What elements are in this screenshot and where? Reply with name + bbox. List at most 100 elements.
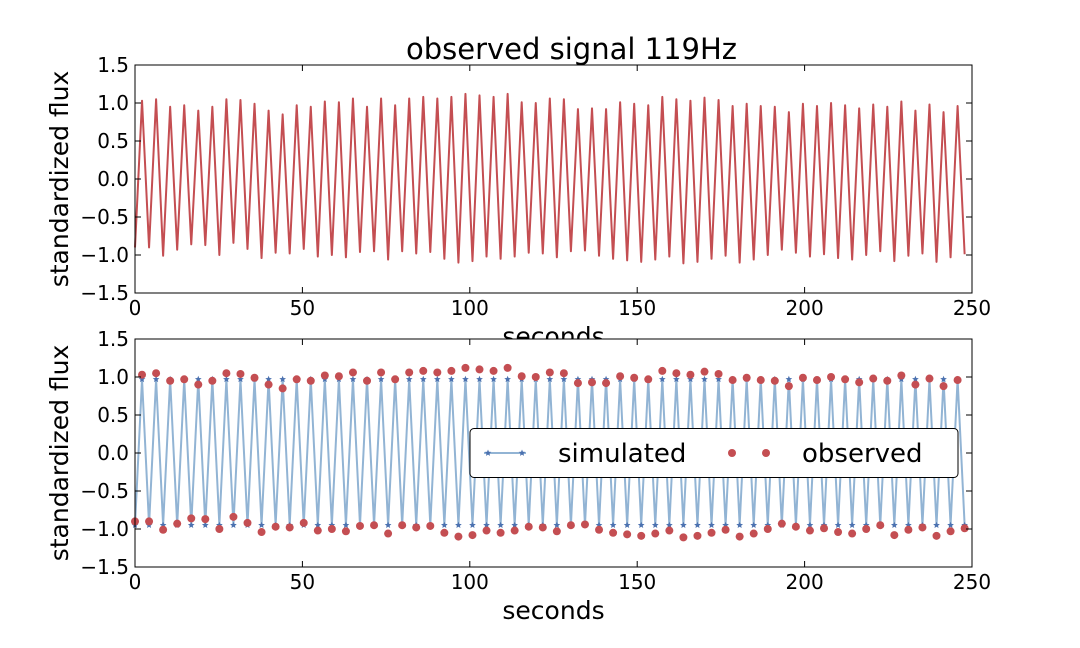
point — [370, 521, 379, 530]
point — [687, 375, 694, 383]
point — [553, 521, 561, 529]
point — [237, 375, 244, 383]
point — [441, 521, 448, 529]
point — [496, 528, 505, 537]
point — [194, 380, 203, 389]
point — [531, 373, 540, 381]
point — [708, 521, 715, 529]
point — [805, 526, 814, 535]
point — [524, 522, 533, 531]
y-tick-label: 1.0 — [97, 365, 129, 389]
point — [694, 521, 701, 529]
x-tick-label: 50 — [290, 296, 315, 320]
y-tick-label: −1.0 — [80, 243, 129, 267]
point — [812, 376, 821, 385]
point — [138, 370, 147, 379]
point — [285, 523, 294, 532]
point — [735, 532, 744, 541]
point — [686, 370, 695, 379]
point — [855, 378, 864, 387]
point — [159, 525, 168, 534]
point — [384, 529, 393, 538]
legend-box — [469, 428, 959, 478]
point — [651, 529, 660, 538]
point — [820, 524, 829, 533]
point — [700, 367, 709, 376]
point — [848, 529, 857, 538]
point — [483, 521, 490, 529]
point — [904, 525, 913, 534]
x-tick-label: 250 — [953, 296, 991, 320]
axes: −1.5−1.0−0.50.00.51.01.50 50 100 150 200 250s… — [45, 32, 991, 351]
point — [510, 526, 519, 535]
point — [784, 382, 793, 391]
point — [876, 521, 885, 530]
point — [933, 521, 940, 529]
point — [504, 375, 511, 383]
point — [187, 521, 195, 529]
point — [679, 533, 688, 542]
point — [637, 521, 645, 529]
point — [785, 375, 793, 383]
point — [152, 369, 161, 378]
point — [180, 375, 189, 384]
point — [602, 379, 611, 388]
point — [580, 520, 589, 529]
point — [264, 380, 273, 389]
point — [475, 365, 484, 374]
point — [609, 528, 618, 537]
point — [223, 375, 230, 383]
point — [566, 521, 575, 530]
point — [341, 527, 350, 536]
point — [911, 380, 920, 389]
point — [497, 521, 504, 529]
point — [250, 373, 259, 382]
point — [405, 375, 413, 383]
point — [834, 528, 843, 537]
y-tick-label: 0.5 — [97, 403, 129, 427]
point — [265, 375, 272, 383]
y-tick-label: −1.5 — [80, 281, 129, 305]
point — [419, 366, 428, 375]
point — [363, 376, 372, 385]
point — [891, 521, 898, 529]
point — [152, 375, 160, 383]
point — [890, 531, 899, 540]
point — [278, 384, 287, 393]
point — [377, 368, 386, 377]
x-axis-label: seconds — [502, 596, 604, 625]
point — [243, 518, 252, 527]
y-tick-label: −1.0 — [80, 517, 129, 541]
point — [770, 376, 779, 385]
point — [426, 521, 435, 530]
x-tick-label: 200 — [786, 296, 824, 320]
y-axis-label: standardized flux — [45, 345, 74, 562]
y-tick-label: −1.5 — [80, 555, 129, 579]
point — [666, 521, 673, 529]
point — [806, 521, 814, 529]
point — [173, 519, 182, 528]
point — [658, 375, 666, 383]
point — [320, 371, 329, 380]
point — [559, 369, 568, 378]
point — [595, 525, 604, 534]
point — [208, 376, 217, 385]
point — [230, 521, 237, 529]
point — [222, 369, 231, 378]
y-tick-label: −0.5 — [80, 205, 129, 229]
point — [912, 375, 919, 383]
point — [468, 531, 477, 540]
point — [405, 368, 414, 377]
point — [201, 521, 209, 529]
point — [827, 373, 836, 381]
point — [777, 519, 786, 528]
point — [355, 521, 364, 530]
point — [327, 525, 336, 533]
point — [391, 375, 400, 384]
point — [953, 376, 962, 385]
x-tick-label: 200 — [786, 570, 824, 594]
y-tick-label: 0.0 — [97, 167, 129, 191]
point — [940, 375, 947, 383]
legend-swatch — [518, 449, 526, 456]
y-tick-label: −0.5 — [80, 479, 129, 503]
